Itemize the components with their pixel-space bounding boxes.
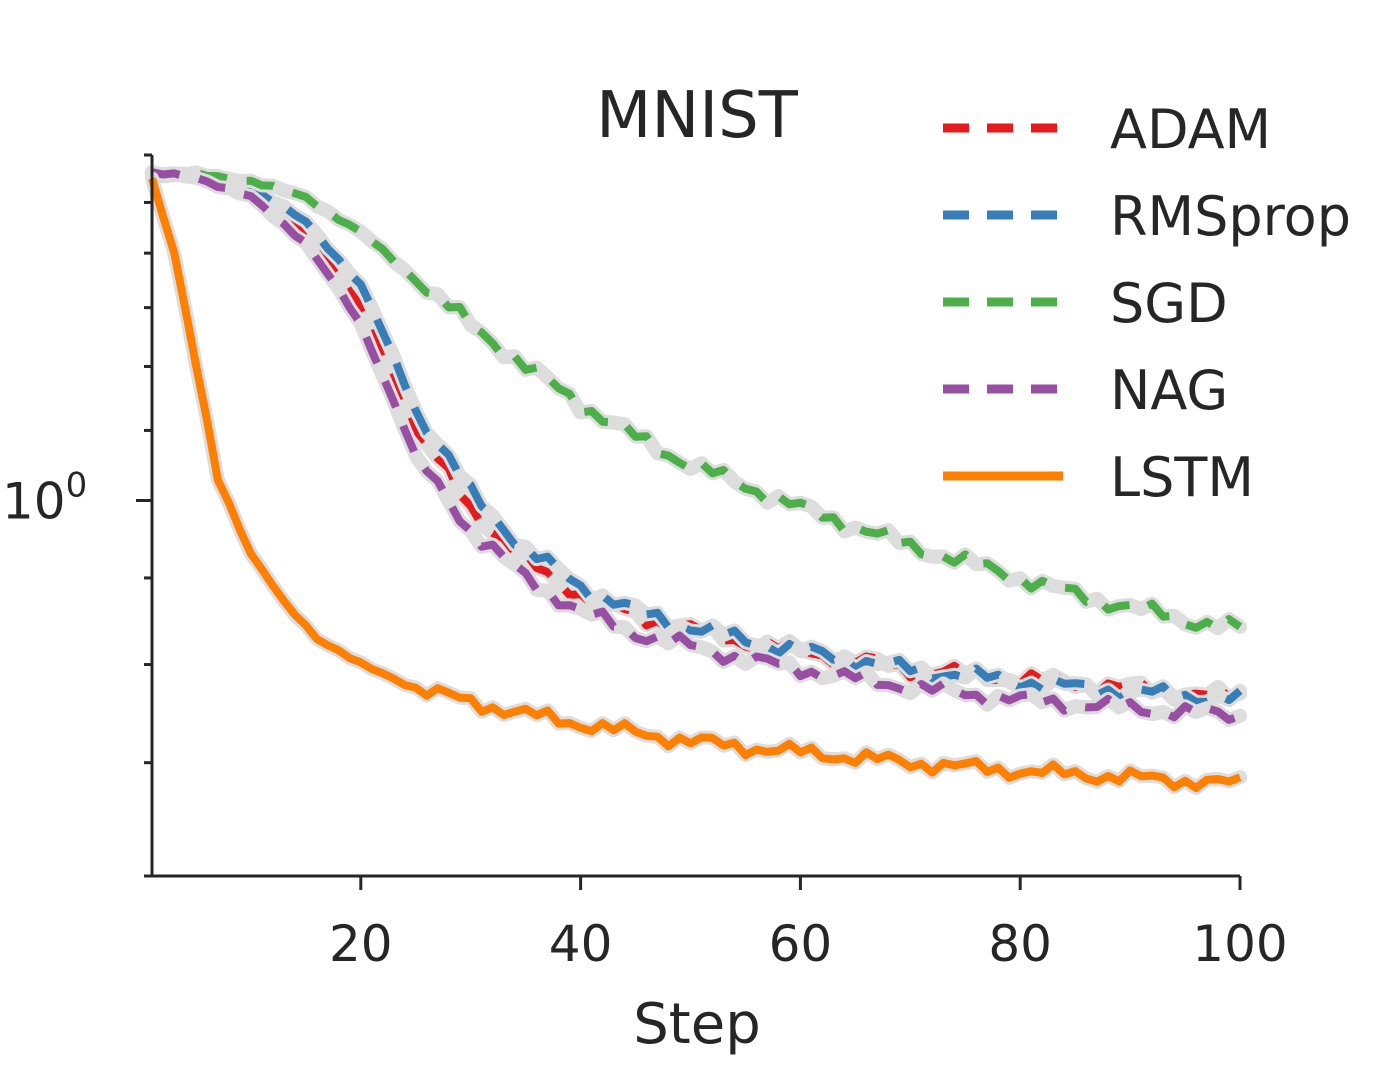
x-tick-label-60: 60 (769, 915, 833, 973)
series-nag (145, 165, 1247, 727)
legend-item-sgd: SGD (943, 272, 1228, 335)
series-sgd-halo (145, 165, 1247, 636)
x-axis-label: Step (633, 992, 761, 1057)
x-tick-label-20: 20 (329, 915, 393, 973)
legend-item-rmsprop: RMSprop (943, 185, 1351, 248)
legend-label-adam: ADAM (1110, 98, 1271, 161)
series-lstm-line (148, 177, 1242, 793)
chart-title: MNIST (596, 79, 799, 153)
plot-area (145, 165, 1247, 796)
axes: 20 40 60 80 100 100 (2, 153, 1288, 973)
series-nag-line (151, 168, 1242, 724)
y-tick-label: 100 (2, 465, 87, 530)
legend-label-nag: NAG (1110, 359, 1228, 422)
series-lstm-halo (145, 171, 1247, 796)
legend: ADAM RMSprop SGD NAG LSTM (943, 98, 1351, 509)
legend-label-sgd: SGD (1110, 272, 1228, 335)
series-rmsprop (145, 166, 1247, 709)
legend-item-adam: ADAM (943, 98, 1271, 161)
legend-item-lstm: LSTM (943, 446, 1254, 509)
x-tick-label-80: 80 (988, 915, 1052, 973)
legend-label-rmsprop: RMSprop (1110, 185, 1351, 248)
legend-label-lstm: LSTM (1110, 446, 1254, 509)
series-sgd (145, 165, 1247, 636)
series-lstm (145, 171, 1247, 796)
legend-item-nag: NAG (943, 359, 1228, 422)
x-tick-label-40: 40 (549, 915, 613, 973)
series-rmsprop-line (150, 169, 1243, 706)
x-tick-label-100: 100 (1192, 915, 1287, 973)
